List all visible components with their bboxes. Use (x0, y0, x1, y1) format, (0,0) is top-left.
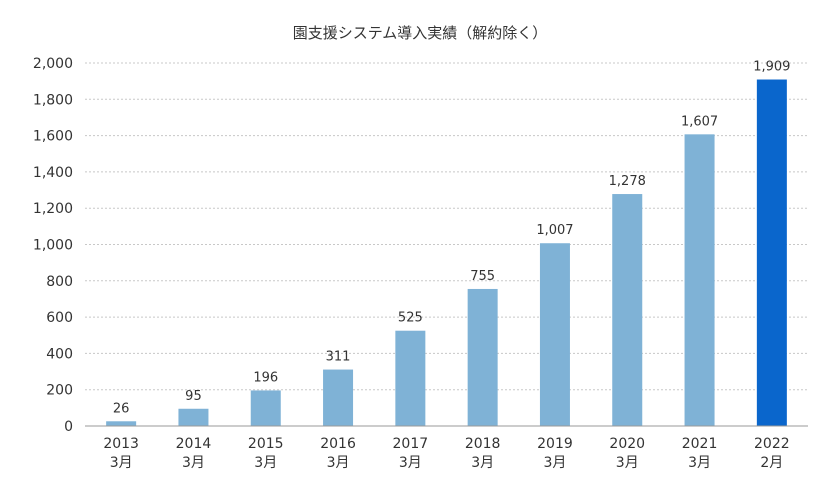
x-tick-label-month: 3月 (182, 455, 205, 471)
y-tick-label: 1,200 (33, 201, 73, 217)
bar (178, 408, 209, 426)
bar (684, 134, 715, 426)
data-label: 196 (253, 370, 278, 385)
bar (106, 421, 137, 426)
x-tick-label-year: 2021 (682, 436, 718, 452)
y-tick-label: 200 (46, 383, 73, 399)
x-tick-label-year: 2015 (248, 436, 284, 452)
data-label: 311 (326, 350, 351, 365)
data-label: 1,607 (681, 114, 718, 129)
x-tick-label-month: 3月 (471, 455, 494, 471)
x-tick-label-month: 3月 (110, 455, 133, 471)
x-tick-label-year: 2018 (465, 436, 501, 452)
y-tick-label: 0 (64, 419, 73, 435)
x-tick-label-month: 3月 (254, 455, 277, 471)
y-tick-label: 1,800 (33, 92, 73, 108)
x-tick-label-month: 3月 (616, 455, 639, 471)
y-tick-label: 600 (46, 310, 73, 326)
x-tick-label-month: 3月 (327, 455, 350, 471)
data-label: 95 (185, 389, 202, 404)
x-tick-label-month: 3月 (688, 455, 711, 471)
y-tick-label: 2,000 (33, 56, 73, 72)
y-tick-label: 800 (46, 274, 73, 290)
y-tick-label: 1,000 (33, 238, 73, 254)
bar (395, 330, 426, 426)
bar (250, 390, 281, 426)
data-label: 1,909 (753, 60, 790, 75)
y-tick-label: 1,400 (33, 165, 73, 181)
x-tick-label-year: 2019 (537, 436, 573, 452)
x-tick-label-year: 2017 (393, 436, 429, 452)
data-label: 26 (113, 401, 130, 416)
x-tick-label-year: 2013 (103, 436, 139, 452)
bars (106, 79, 787, 426)
y-tick-label: 1,600 (33, 129, 73, 145)
x-tick-label-month: 3月 (543, 455, 566, 471)
data-label: 525 (398, 311, 423, 326)
x-tick-label-year: 2020 (609, 436, 645, 452)
y-axis-tick-labels: 0 200 400 600 800 1,000 1,200 1,400 1,600 1,800 2,… (33, 56, 73, 435)
x-tick-label-year: 2022 (754, 436, 790, 452)
data-label: 1,007 (536, 223, 573, 238)
bar (467, 288, 498, 426)
bar (323, 369, 354, 426)
x-axis-tick-labels: 2013 3月 2014 3月 2015 3月 2016 3月 2017 3月 2018 3月 2019… (103, 436, 789, 471)
data-labels: 26 95 196 311 525 755 1,007 1,278 1,607 1,909 (113, 60, 791, 417)
bar (612, 194, 643, 426)
bar (539, 243, 570, 426)
data-label: 755 (470, 269, 495, 284)
y-tick-label: 400 (46, 346, 73, 362)
data-label: 1,278 (609, 174, 646, 189)
x-tick-label-month: 3月 (399, 455, 422, 471)
bar (756, 79, 787, 426)
x-tick-label-month: 2月 (760, 455, 783, 471)
chart-title: 園支援システム導入実績（解約除く） (293, 24, 548, 42)
x-tick-label-year: 2016 (320, 436, 356, 452)
x-tick-label-year: 2014 (176, 436, 212, 452)
gridlines (85, 62, 808, 391)
